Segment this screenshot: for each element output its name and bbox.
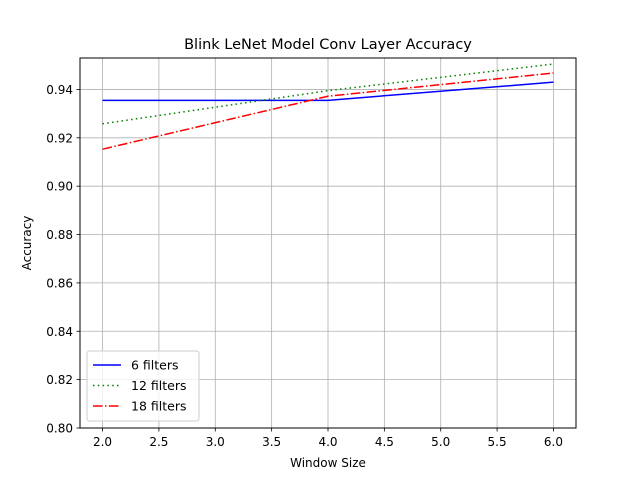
y-tick-label: 0.90 <box>46 180 73 194</box>
x-tick-label: 3.5 <box>262 435 281 449</box>
legend-label: 18 filters <box>131 399 186 414</box>
legend: 6 filters 12 filters 18 filters <box>86 350 200 422</box>
y-tick-label: 0.92 <box>46 131 73 145</box>
x-tick-label: 2.5 <box>149 435 168 449</box>
series-line-3 <box>102 72 554 150</box>
series-line-1 <box>102 81 554 102</box>
chart-title: Blink LeNet Model Conv Layer Accuracy <box>184 37 472 53</box>
y-tick-label: 0.84 <box>46 325 73 339</box>
y-tick-label: 0.94 <box>46 83 73 97</box>
x-tick-label: 5.5 <box>488 435 507 449</box>
y-tick-label: 0.82 <box>46 373 73 387</box>
x-tick-label: 6.0 <box>544 435 563 449</box>
y-axis-label: Accuracy <box>20 216 34 271</box>
legend-box <box>86 350 200 422</box>
x-tick-label: 5.0 <box>431 435 450 449</box>
legend-label: 12 filters <box>131 378 186 393</box>
y-tick-label: 0.80 <box>46 422 73 436</box>
series-line-2 <box>102 63 554 125</box>
x-axis-ticks: 2.0 2.5 3.0 3.5 4.0 4.5 5.0 5.5 6.0 <box>93 428 563 449</box>
y-tick-label: 0.88 <box>46 228 73 242</box>
series-lines <box>102 63 554 150</box>
y-tick-label: 0.86 <box>46 276 73 290</box>
x-axis-label: Window Size <box>290 456 366 470</box>
x-tick-label: 2.0 <box>93 435 112 449</box>
x-tick-label: 4.5 <box>375 435 394 449</box>
x-tick-label: 3.0 <box>206 435 225 449</box>
legend-label: 6 filters <box>131 358 179 373</box>
x-tick-label: 4.0 <box>318 435 337 449</box>
y-axis-ticks: 0.80 0.82 0.84 0.86 0.88 0.90 0.92 0.94 <box>46 83 80 436</box>
